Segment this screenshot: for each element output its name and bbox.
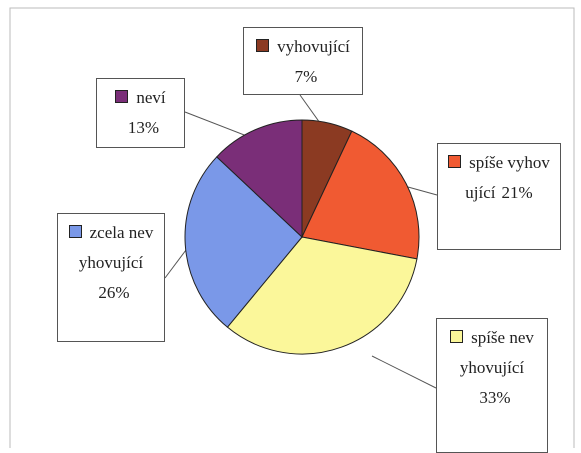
label-box: vyhovující 7% — [243, 27, 363, 95]
leader-line — [371, 355, 437, 389]
pie-slice — [226, 236, 418, 355]
leader-line — [407, 186, 438, 196]
value-label: 26% — [98, 283, 130, 302]
label-box: neví 13% — [96, 78, 185, 148]
legend-marker — [448, 155, 462, 168]
category-label: neví — [136, 88, 166, 107]
value-label: 21% — [501, 183, 533, 202]
label-box: zcela nevyhovující 26% — [57, 213, 165, 342]
frame — [9, 7, 575, 448]
category-label: spíše vyhovující — [465, 153, 550, 202]
legend-marker — [68, 225, 82, 238]
leader-line — [164, 249, 187, 279]
legend-marker — [256, 39, 270, 52]
pie-slice — [216, 119, 303, 239]
value-label: 7% — [294, 67, 318, 86]
value-label: 33% — [479, 388, 511, 407]
category-label: spíše nevyhovující — [459, 328, 534, 377]
leader-line — [184, 111, 253, 139]
pie-slice — [301, 130, 420, 260]
pie-slice — [184, 156, 303, 328]
label-box: spíše nevyhovující 33% — [436, 318, 548, 453]
category-label: zcela nevyhovující — [78, 223, 154, 272]
category-label: vyhovující — [277, 37, 350, 56]
legend-marker — [450, 330, 464, 343]
label-box: spíše vyhovující 21% — [437, 143, 561, 250]
leader-lines — [164, 94, 438, 389]
value-label: 13% — [127, 118, 160, 137]
legend-marker — [115, 90, 129, 103]
